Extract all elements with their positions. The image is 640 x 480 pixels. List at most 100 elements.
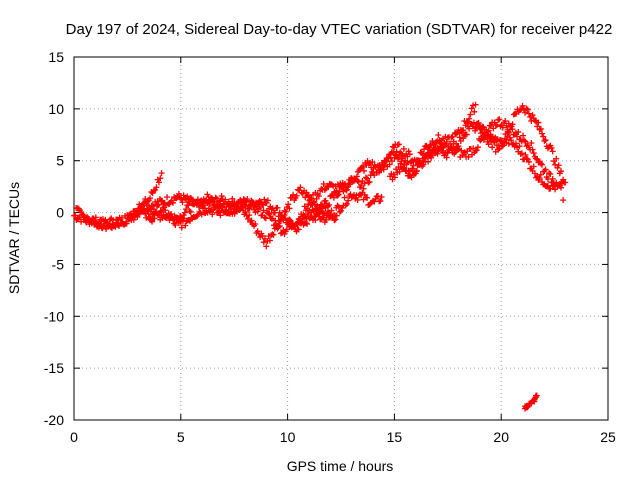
data-point (86, 219, 93, 226)
data-point (454, 146, 461, 153)
x-tick-label: 0 (70, 429, 78, 445)
data-point (340, 188, 347, 195)
y-tick-label: 10 (48, 101, 64, 117)
data-point (227, 206, 234, 213)
data-point (157, 207, 164, 214)
data-point (252, 220, 259, 227)
data-point (391, 144, 398, 151)
data-point (272, 217, 279, 224)
data-point (187, 209, 194, 216)
data-point (194, 196, 201, 203)
data-point (413, 168, 420, 175)
data-point (360, 185, 367, 192)
data-point (153, 184, 160, 191)
data-point (410, 162, 417, 169)
data-point (497, 138, 504, 145)
data-point (548, 144, 555, 151)
data-point (435, 146, 442, 153)
data-point (220, 200, 227, 207)
data-point (155, 202, 162, 209)
data-point (322, 197, 329, 204)
x-tick-label: 10 (280, 429, 296, 445)
data-point (242, 208, 249, 215)
data-point (103, 219, 110, 226)
data-point (270, 231, 277, 238)
data-point (172, 221, 179, 228)
data-point (530, 163, 537, 170)
data-point (224, 209, 231, 216)
data-point (535, 119, 542, 126)
data-point (317, 209, 324, 216)
data-point (315, 193, 322, 200)
data-point (149, 218, 156, 225)
data-point (341, 194, 348, 201)
data-point (246, 212, 253, 219)
data-point (276, 209, 283, 216)
data-point (465, 153, 472, 160)
data-point (154, 203, 161, 210)
data-point (479, 129, 486, 136)
x-tick-label: 5 (177, 429, 185, 445)
y-axis-ticks: -20 -15 -10 -5 0 5 10 15 (44, 49, 608, 428)
data-point (293, 192, 300, 199)
data-point (274, 204, 281, 211)
data-point (370, 168, 377, 175)
data-point (303, 189, 310, 196)
data-point (266, 211, 273, 218)
data-point (519, 102, 526, 109)
data-point (181, 209, 188, 216)
data-point (529, 146, 536, 153)
data-point (282, 208, 289, 215)
x-tick-label: 25 (600, 429, 616, 445)
data-point (137, 203, 144, 210)
data-point (307, 214, 314, 221)
data-point (123, 220, 130, 227)
data-point (555, 162, 562, 169)
y-tick-label: 5 (56, 153, 64, 169)
data-point (466, 125, 473, 132)
data-point (225, 203, 232, 210)
data-point (364, 175, 371, 182)
data-point (525, 158, 532, 165)
data-point (472, 101, 479, 108)
data-point (140, 205, 147, 212)
data-point (523, 105, 530, 112)
data-point (206, 199, 213, 206)
data-point (358, 182, 365, 189)
data-point (218, 193, 225, 200)
data-point (147, 195, 154, 202)
x-tick-label: 20 (493, 429, 509, 445)
data-point (395, 141, 402, 148)
data-point (466, 115, 473, 122)
data-point (264, 197, 271, 204)
data-point (185, 202, 192, 209)
data-point (476, 122, 483, 129)
data-point (338, 207, 344, 214)
data-point (216, 198, 223, 205)
data-point (359, 163, 366, 170)
data-point (432, 144, 439, 151)
data-point (435, 131, 442, 138)
data-point (420, 161, 427, 168)
data-point (515, 128, 522, 135)
data-point (261, 196, 268, 203)
data-point (517, 150, 524, 157)
data-point (161, 204, 168, 211)
data-point (328, 181, 335, 188)
data-point (362, 174, 369, 181)
data-point (449, 133, 456, 140)
data-point (500, 142, 507, 149)
data-point (383, 158, 390, 165)
data-point (244, 215, 251, 222)
data-point (520, 132, 527, 139)
data-point (212, 204, 219, 211)
data-point (254, 208, 261, 215)
data-point (496, 116, 503, 123)
data-point (183, 206, 190, 213)
data-point (94, 223, 101, 230)
data-point (304, 192, 311, 199)
data-point (518, 150, 525, 157)
x-tick-label: 15 (387, 429, 403, 445)
data-point (164, 194, 171, 201)
